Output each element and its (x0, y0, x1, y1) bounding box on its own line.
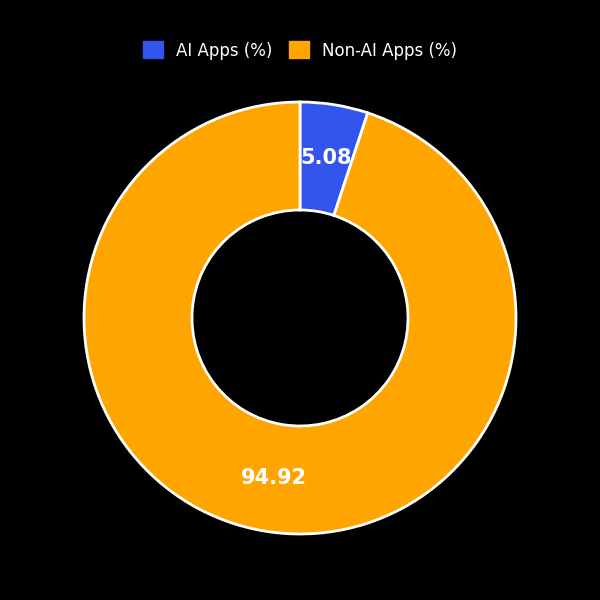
Legend: AI Apps (%), Non-AI Apps (%): AI Apps (%), Non-AI Apps (%) (136, 35, 464, 66)
Text: 5.08: 5.08 (300, 148, 352, 168)
Text: 94.92: 94.92 (241, 468, 307, 488)
Wedge shape (84, 102, 516, 534)
Wedge shape (300, 102, 368, 215)
